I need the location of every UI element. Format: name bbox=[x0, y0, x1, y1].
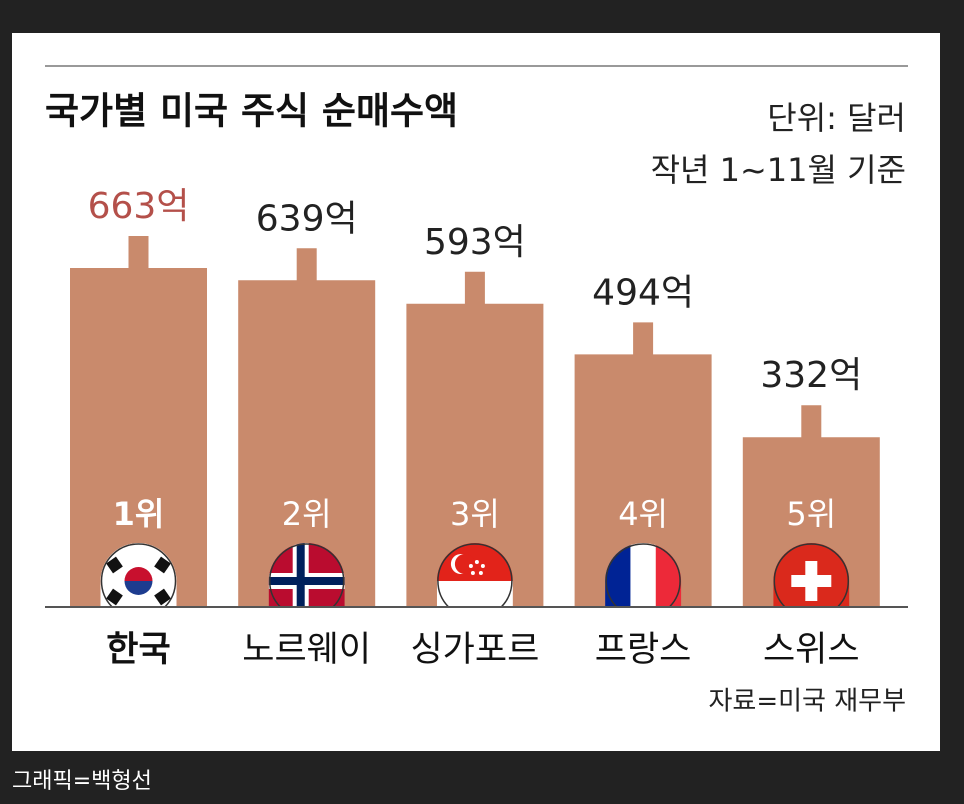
x-tick-label: 노르웨이 bbox=[242, 630, 371, 670]
flag-field bbox=[436, 581, 513, 607]
x-tick-label: 스위스 bbox=[763, 630, 860, 670]
x-tick-label: 한국 bbox=[106, 630, 170, 670]
flag-star bbox=[468, 564, 473, 568]
bar bbox=[406, 271, 544, 607]
flag-rim bbox=[100, 543, 177, 607]
value-label: 639억 bbox=[256, 198, 358, 239]
flag-yin bbox=[124, 567, 153, 581]
flag-moon bbox=[454, 554, 475, 574]
rank-label: 2위 bbox=[282, 495, 332, 533]
period-note: 작년 1~11월 기준 bbox=[651, 151, 906, 189]
unit-note: 단위: 달러 bbox=[767, 99, 906, 137]
rank-label: 5위 bbox=[786, 495, 836, 533]
flag-star bbox=[474, 560, 479, 564]
flag-star bbox=[480, 564, 485, 568]
rank-label: 4위 bbox=[618, 495, 668, 533]
flag-rim bbox=[605, 543, 681, 607]
flag-trigram bbox=[106, 556, 123, 574]
bar bbox=[70, 236, 207, 607]
source: 자료=미국 재무부 bbox=[709, 687, 907, 717]
x-tick-label: 프랑스 bbox=[595, 630, 692, 670]
rank-label: 1위 bbox=[113, 495, 165, 533]
flag-rim bbox=[773, 543, 850, 607]
flag-trigram bbox=[154, 588, 171, 606]
bar bbox=[238, 248, 376, 608]
flag-rim bbox=[437, 543, 513, 607]
value-label: 663억 bbox=[88, 186, 190, 227]
bar bbox=[574, 322, 712, 607]
flag-trigram bbox=[106, 588, 123, 606]
bar bbox=[742, 405, 880, 607]
x-tick-label: 싱가포르 bbox=[410, 630, 539, 670]
credit: 그래픽=백형선 bbox=[12, 769, 152, 794]
flag-cross bbox=[296, 543, 305, 607]
flag-star bbox=[470, 571, 475, 575]
flag-yang bbox=[124, 581, 153, 595]
flag-star bbox=[478, 571, 483, 575]
flag-rim bbox=[268, 543, 345, 607]
flag-cross bbox=[268, 577, 345, 585]
value-label: 332억 bbox=[760, 355, 862, 396]
chart-title: 국가별 미국 주식 순매수액 bbox=[45, 90, 458, 133]
rank-label: 3위 bbox=[450, 495, 500, 533]
value-label: 593억 bbox=[424, 222, 526, 263]
flag-stripe bbox=[630, 543, 657, 607]
value-label: 494억 bbox=[592, 272, 694, 313]
flag-cross bbox=[791, 575, 832, 587]
flag-trigram bbox=[154, 556, 171, 574]
